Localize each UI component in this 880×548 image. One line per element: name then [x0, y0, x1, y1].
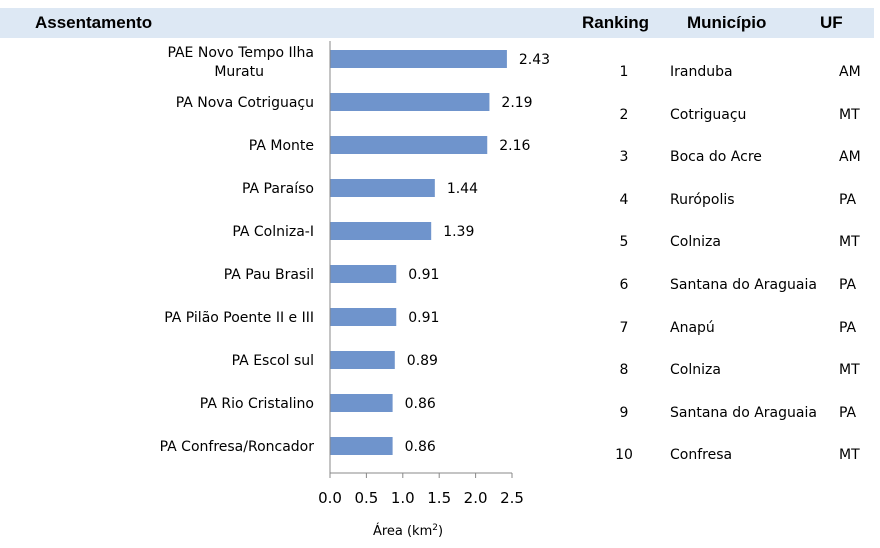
municipio-cell-9: Santana do Araguaia — [670, 404, 817, 421]
uf-cell-1: AM — [839, 64, 861, 80]
category-label-10: PA Confresa/Roncador — [160, 439, 315, 455]
ranking-cell-9: 9 — [619, 404, 629, 421]
x-axis-title: Área (km2) — [373, 523, 443, 539]
bar-1 — [330, 50, 507, 68]
x-tick-label-5: 2.0 — [464, 489, 488, 507]
municipio-cell-3: Boca do Acre — [670, 149, 762, 166]
bar-6 — [330, 265, 397, 283]
x-tick-label-6: 2.5 — [500, 489, 524, 507]
x-tick-label-4: 1.5 — [427, 489, 451, 507]
uf-cell-9: PA — [839, 404, 857, 421]
header-uf: UF — [820, 13, 843, 32]
bar-chart: 2.43 PAE Novo Tempo Ilha Muratu 2.19 PA Nova… — [160, 41, 550, 539]
value-label-9: 0.86 — [405, 396, 436, 412]
municipio-cell-2: Cotriguaçu — [670, 106, 747, 123]
ranking-cell-10: 10 — [615, 447, 633, 464]
bar-2 — [330, 93, 490, 111]
ranking-cell-1: 1 — [619, 64, 629, 80]
category-label-3: PA Monte — [249, 138, 314, 154]
ranking-cell-3: 3 — [619, 149, 629, 166]
bar-10 — [330, 437, 393, 455]
municipio-cell-7: Anapú — [670, 319, 715, 336]
category-label-1: PAE Novo Tempo Ilha Muratu — [167, 45, 314, 80]
value-label-8: 0.89 — [407, 353, 438, 369]
category-label-7: PA Pilão Poente II e III — [164, 310, 314, 326]
bar-9 — [330, 394, 393, 412]
category-label-8: PA Escol sul — [232, 353, 314, 369]
uf-cell-4: PA — [839, 191, 857, 208]
value-label-10: 0.86 — [405, 439, 436, 455]
bar-4 — [330, 179, 435, 197]
value-label-6: 0.91 — [408, 267, 439, 283]
category-label-6: PA Pau Brasil — [224, 267, 314, 283]
bar-3 — [330, 136, 488, 154]
bar-8 — [330, 351, 395, 369]
ranking-cell-8: 8 — [619, 362, 629, 379]
uf-cell-7: PA — [839, 319, 857, 336]
value-label-4: 1.44 — [447, 181, 478, 197]
uf-cell-6: PA — [839, 277, 857, 293]
value-label-5: 1.39 — [443, 224, 474, 240]
ranking-cell-6: 6 — [619, 277, 629, 293]
x-tick-label-3: 1.0 — [391, 489, 415, 507]
x-tick-label-2: 0.5 — [354, 489, 378, 507]
bar-7 — [330, 308, 397, 326]
header-assentamento: Assentamento — [35, 13, 153, 32]
ranking-cell-4: 4 — [619, 191, 629, 208]
municipio-cell-6: Santana do Araguaia — [670, 277, 817, 293]
value-label-2: 2.19 — [501, 95, 532, 111]
municipio-cell-1: Iranduba — [670, 64, 733, 80]
uf-cell-5: MT — [839, 234, 860, 251]
municipio-cell-4: Rurópolis — [670, 191, 735, 208]
ranking-cell-5: 5 — [619, 234, 629, 251]
uf-cell-10: MT — [839, 447, 860, 464]
category-label-4: PA Paraíso — [242, 181, 314, 197]
value-label-7: 0.91 — [408, 310, 439, 326]
uf-cell-3: AM — [839, 149, 861, 166]
category-label-5: PA Colniza-I — [232, 224, 314, 240]
value-label-3: 2.16 — [499, 138, 530, 154]
category-label-9: PA Rio Cristalino — [200, 396, 314, 412]
uf-cell-2: MT — [839, 106, 860, 123]
value-label-1: 2.43 — [519, 52, 550, 68]
header-municipio: Município — [687, 13, 767, 32]
category-label-2: PA Nova Cotriguaçu — [176, 95, 314, 111]
header-band — [0, 8, 874, 38]
header-ranking: Ranking — [582, 13, 650, 32]
uf-cell-8: MT — [839, 362, 860, 379]
municipio-cell-8: Colniza — [670, 362, 721, 379]
ranking-cell-7: 7 — [619, 319, 629, 336]
ranking-cell-2: 2 — [619, 106, 629, 123]
municipio-cell-10: Confresa — [670, 447, 733, 464]
bar-5 — [330, 222, 432, 240]
municipio-cell-5: Colniza — [670, 234, 721, 251]
x-tick-label-1: 0.0 — [318, 489, 342, 507]
